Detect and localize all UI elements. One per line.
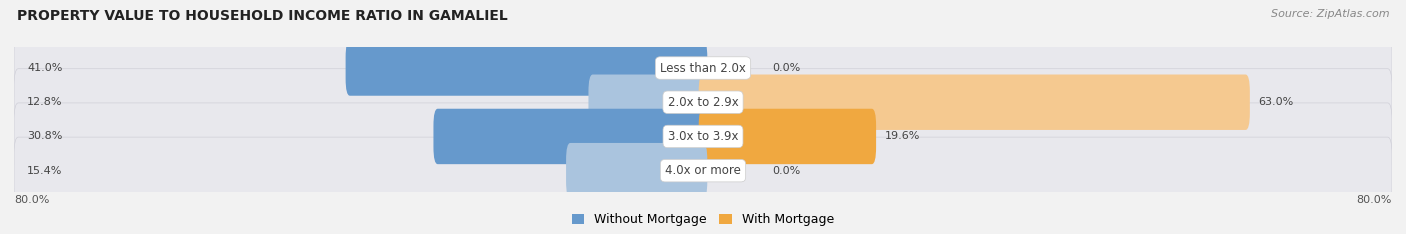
Text: 80.0%: 80.0%	[1357, 195, 1392, 205]
Text: 2.0x to 2.9x: 2.0x to 2.9x	[668, 96, 738, 109]
Text: 63.0%: 63.0%	[1258, 97, 1294, 107]
Text: 0.0%: 0.0%	[772, 63, 800, 73]
Text: 19.6%: 19.6%	[884, 132, 920, 141]
FancyBboxPatch shape	[699, 74, 1250, 130]
Text: 30.8%: 30.8%	[27, 132, 62, 141]
FancyBboxPatch shape	[346, 40, 707, 96]
FancyBboxPatch shape	[14, 137, 1392, 204]
Text: 4.0x or more: 4.0x or more	[665, 164, 741, 177]
Text: PROPERTY VALUE TO HOUSEHOLD INCOME RATIO IN GAMALIEL: PROPERTY VALUE TO HOUSEHOLD INCOME RATIO…	[17, 9, 508, 23]
Text: 0.0%: 0.0%	[772, 166, 800, 176]
Text: 12.8%: 12.8%	[27, 97, 62, 107]
FancyBboxPatch shape	[567, 143, 707, 198]
Text: Source: ZipAtlas.com: Source: ZipAtlas.com	[1271, 9, 1389, 19]
Text: 80.0%: 80.0%	[14, 195, 49, 205]
FancyBboxPatch shape	[433, 109, 707, 164]
Text: 3.0x to 3.9x: 3.0x to 3.9x	[668, 130, 738, 143]
FancyBboxPatch shape	[589, 74, 707, 130]
FancyBboxPatch shape	[14, 69, 1392, 136]
Text: 41.0%: 41.0%	[27, 63, 62, 73]
FancyBboxPatch shape	[699, 109, 876, 164]
Legend: Without Mortgage, With Mortgage: Without Mortgage, With Mortgage	[572, 213, 834, 226]
FancyBboxPatch shape	[14, 34, 1392, 102]
Text: Less than 2.0x: Less than 2.0x	[659, 62, 747, 74]
Text: 15.4%: 15.4%	[27, 166, 62, 176]
FancyBboxPatch shape	[14, 103, 1392, 170]
